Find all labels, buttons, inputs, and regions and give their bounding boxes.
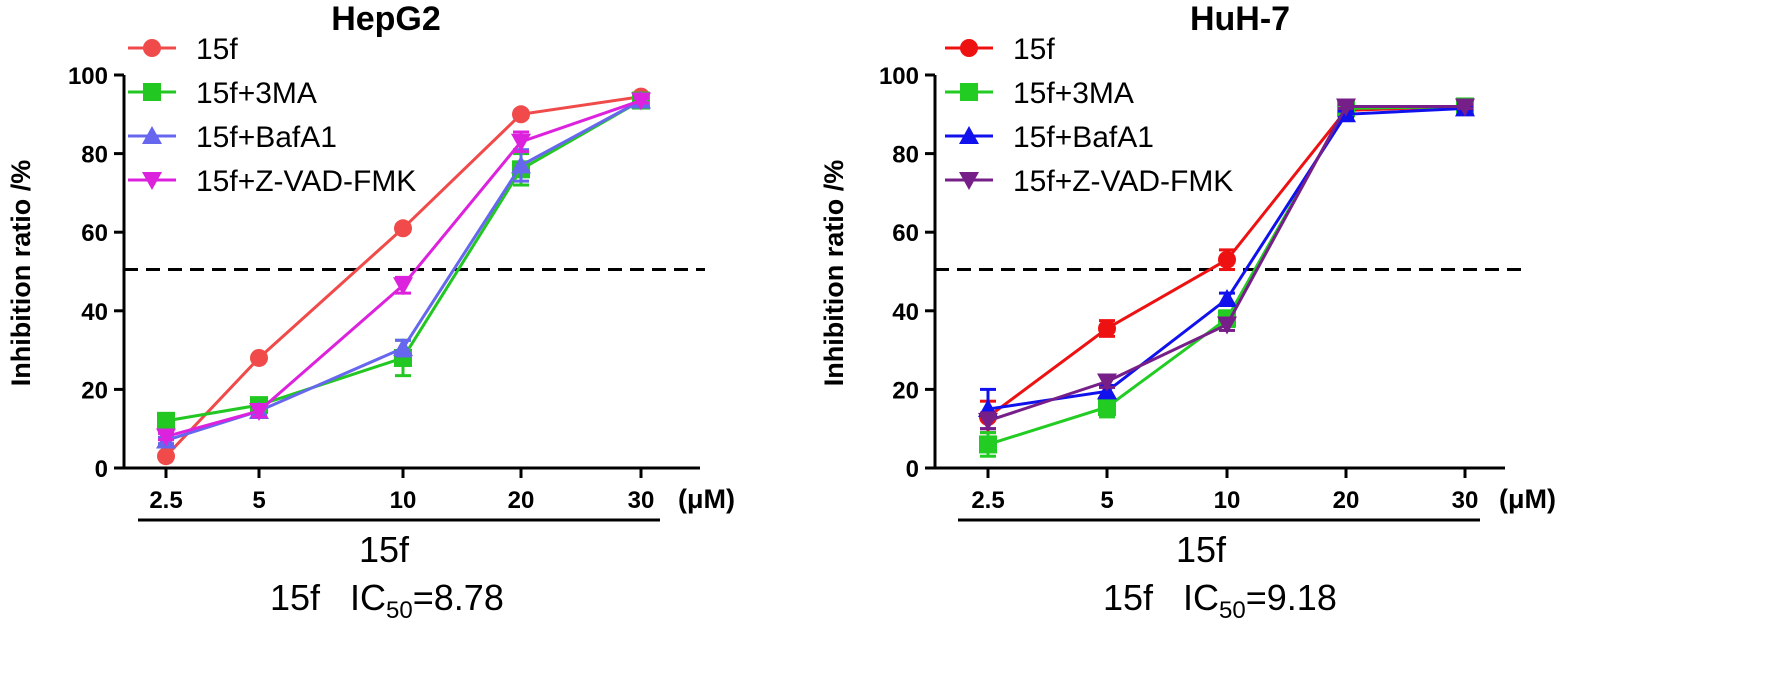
data-point [1217,289,1237,308]
data-point [979,435,997,454]
legend-marker [960,39,978,57]
data-point [1098,398,1116,417]
data-point [157,411,175,430]
legend-marker [959,172,979,190]
y-tick-label: 60 [81,220,108,247]
ic50-annotation: 15f IC50=9.18 [1103,577,1337,624]
x-tick-label: 10 [390,487,417,514]
series-line [987,104,1466,446]
data-point [511,133,531,152]
ic50-subscript: 50 [1219,597,1246,624]
data-point [1217,316,1237,335]
legend-item: 15f+3MA [945,77,1134,110]
data-point [512,105,530,124]
x-tick-label: 20 [1333,487,1360,514]
chart-title: HuH-7 [1190,0,1290,38]
legend-item: 15f+BafA1 [128,121,337,154]
ic50-compound: 15f [270,577,321,618]
ic50-prefix: IC [350,577,386,618]
x-tick-label: 30 [628,487,655,514]
y-tick-label: 0 [906,456,919,483]
x-unit-label: (μM) [1499,484,1556,514]
chart-panel-0: HepG2 0 20 40 60 80 100 2.5 5 10 20 30 (μM) Inhibitio… [6,0,735,624]
data-point [156,428,176,447]
legend-label: 15f+BafA1 [1013,121,1154,154]
data-point [249,403,269,422]
y-tick-label: 100 [879,63,919,90]
legend-item: 15f+3MA [128,77,317,110]
x-tick-label: 5 [252,487,265,514]
data-point [1336,98,1356,117]
legend-label: 15f+BafA1 [196,121,337,154]
group-label: 15f [359,529,410,570]
y-tick-label: 20 [892,377,919,404]
y-tick-label: 100 [68,63,108,90]
y-axis-label: Inhibition ratio /% [819,160,849,386]
x-tick-label: 20 [508,487,535,514]
y-tick-label: 0 [95,456,108,483]
data-point [1218,250,1236,269]
legend-label: 15f [1013,33,1055,66]
legend-item: 15f+Z-VAD-FMK [128,165,416,198]
x-tick-label: 2.5 [149,487,182,514]
legend-item: 15f+Z-VAD-FMK [945,165,1233,198]
data-point [1455,98,1475,117]
y-tick-label: 40 [81,299,108,326]
y-tick-label: 20 [81,377,108,404]
legend-marker [959,126,979,144]
y-tick-label: 80 [892,142,919,169]
legend-marker [143,83,161,101]
legend-marker [143,39,161,57]
y-tick-label: 40 [892,299,919,326]
legend-marker [142,172,162,190]
x-tick-label: 30 [1452,487,1479,514]
legend-item: 15f [945,33,1055,66]
legend-item: 15f+BafA1 [945,121,1154,154]
ic50-compound: 15f [1103,577,1154,618]
legend-item: 15f [128,33,238,66]
x-tick-label: 5 [1100,487,1113,514]
data-point [1097,373,1117,392]
ic50-value: =9.18 [1246,577,1337,618]
data-point [157,447,175,466]
ic50-prefix: IC [1183,577,1219,618]
legend-marker [960,83,978,101]
data-point [393,277,413,296]
x-tick-label: 2.5 [971,487,1004,514]
ic50-subscript: 50 [386,597,413,624]
data-point [631,92,651,111]
legend-label: 15f+Z-VAD-FMK [1013,165,1233,198]
data-point [1098,319,1116,338]
series-15f+Z-VAD-FMK [156,92,651,447]
data-point [978,412,998,431]
chart-title: HepG2 [331,0,441,38]
legend-label: 15f+3MA [196,77,317,110]
legend-label: 15f+3MA [1013,77,1134,110]
data-point [394,219,412,238]
y-axis-label: Inhibition ratio /% [6,160,36,386]
y-tick-label: 60 [892,220,919,247]
series-15f+Z-VAD-FMK [978,98,1475,431]
x-unit-label: (μM) [678,484,735,514]
legend-label: 15f+Z-VAD-FMK [196,165,416,198]
data-point [250,348,268,367]
chart-panel-1: HuH-7 0 20 40 60 80 100 2.5 5 10 20 30 (μM) Inhibitio… [819,0,1556,624]
data-point [511,155,531,174]
data-point [393,338,413,357]
ic50-value: =8.78 [413,577,504,618]
group-label: 15f [1176,529,1227,570]
legend-marker [142,126,162,144]
ic50-annotation: 15f IC50=8.78 [270,577,504,624]
x-tick-label: 10 [1214,487,1241,514]
y-tick-label: 80 [81,142,108,169]
legend-label: 15f [196,33,238,66]
